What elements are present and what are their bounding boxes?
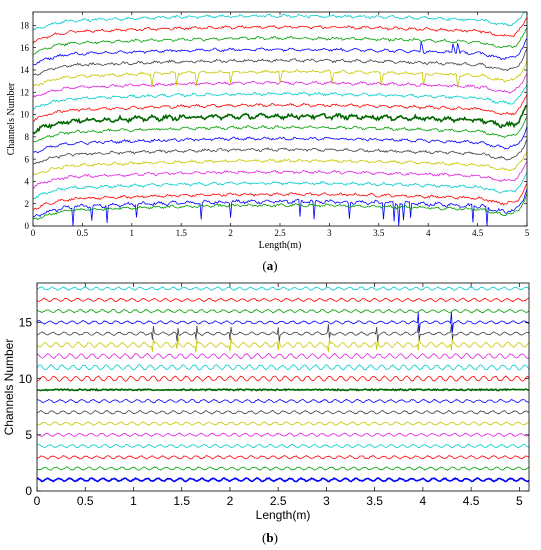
panel-a-y-axis-label: Channels Number [6, 82, 17, 155]
channel-trace [32, 116, 528, 143]
panel-a-caption: (a) [262, 258, 277, 273]
panel-a-traces [32, 11, 528, 227]
y-tick-label: 10 [20, 110, 30, 120]
x-tick-label: 1 [130, 228, 135, 238]
x-tick-label: 0 [34, 494, 41, 508]
x-tick-label: 1.5 [173, 494, 190, 508]
panel-a-caption-close: ) [273, 258, 277, 273]
channel-trace [32, 193, 528, 221]
channel-trace [32, 94, 528, 122]
channel-trace [32, 84, 528, 110]
x-tick-label: 2.5 [270, 494, 287, 508]
channel-trace [36, 336, 530, 353]
y-tick-label: 0 [25, 221, 30, 231]
channel-trace [32, 59, 528, 88]
channel-trace [37, 375, 530, 382]
channel-trace [32, 161, 528, 189]
x-tick-label: 4 [420, 494, 427, 508]
x-tick-label: 0.5 [77, 228, 89, 238]
panel-a-chart: 0 0.5 1 1.5 2 2.5 3 3.5 4 4.5 5 0 2 4 6 8 10 12 14 16 18 Le… [6, 11, 530, 273]
panel-b-x-ticks: 0 0.5 1 1.5 2 2.5 3 3.5 4 4.5 5 [34, 283, 523, 508]
panel-a-y-ticks: 0 2 4 6 8 10 12 14 16 18 [20, 21, 527, 231]
x-tick-label: 0 [31, 228, 36, 238]
channel-trace [32, 183, 528, 210]
panel-b-caption-open: ( [262, 530, 266, 545]
channel-trace [32, 126, 528, 154]
panel-a-x-ticks: 0 0.5 1 1.5 2 2.5 3 3.5 4 4.5 5 [31, 12, 530, 238]
y-tick-label: 12 [20, 87, 29, 97]
channel-trace [32, 189, 528, 227]
panel-b-traces [36, 286, 530, 483]
y-tick-label: 8 [25, 132, 30, 142]
x-tick-label: 4.5 [472, 228, 484, 238]
channel-trace [32, 48, 528, 76]
channel-trace [36, 432, 530, 438]
panel-b-x-axis-label: Length(m) [256, 508, 311, 522]
channel-trace [36, 409, 530, 415]
channel-trace [36, 454, 530, 460]
channel-trace [36, 297, 530, 303]
channel-trace [32, 38, 528, 66]
channel-trace [32, 17, 528, 44]
channel-trace [32, 27, 528, 55]
panel-b-caption: (b) [262, 530, 278, 545]
channel-trace [32, 73, 528, 98]
channel-trace [36, 286, 530, 291]
channel-trace [36, 364, 530, 371]
x-tick-label: 3.5 [366, 494, 383, 508]
channel-trace [37, 324, 530, 342]
panel-a-caption-letter: a [267, 258, 274, 273]
y-tick-label: 10 [19, 372, 33, 386]
y-tick-label: 0 [25, 484, 32, 498]
channel-trace [37, 466, 530, 471]
y-tick-label: 4 [25, 177, 30, 187]
x-tick-label: 3 [323, 494, 330, 508]
panel-b-caption-letter: b [266, 530, 273, 545]
x-tick-label: 1 [130, 494, 137, 508]
channel-trace [32, 11, 527, 31]
panel-b-chart: 0 0.5 1 1.5 2 2.5 3 3.5 4 4.5 5 0 5 10 15 Length(m) C… [2, 282, 530, 545]
channel-trace [36, 352, 530, 360]
channel-trace [32, 105, 528, 135]
y-tick-label: 2 [25, 199, 30, 209]
x-tick-label: 2.5 [274, 228, 286, 238]
x-tick-label: 4.5 [463, 494, 480, 508]
y-tick-label: 5 [25, 428, 32, 442]
channel-trace [36, 443, 530, 449]
x-tick-label: 3.5 [373, 228, 385, 238]
channel-trace [36, 311, 530, 333]
channel-trace [37, 387, 530, 392]
x-tick-label: 5 [516, 494, 523, 508]
channel-trace [32, 151, 528, 176]
panel-a-caption-open: ( [262, 258, 266, 273]
channel-trace [36, 398, 530, 404]
channel-trace [36, 308, 530, 314]
x-tick-label: 0.5 [77, 494, 94, 508]
y-tick-label: 15 [19, 316, 33, 330]
y-tick-label: 16 [20, 43, 30, 53]
x-tick-label: 1.5 [176, 228, 188, 238]
panel-a-x-axis-label: Length(m) [259, 240, 302, 251]
channel-trace [32, 139, 528, 165]
panel-b-y-ticks: 0 5 10 15 [19, 316, 529, 498]
y-tick-label: 18 [20, 21, 30, 31]
channel-trace [36, 476, 530, 483]
channel-trace [32, 171, 528, 200]
x-tick-label: 2 [227, 494, 234, 508]
panel-b-caption-close: ) [274, 530, 278, 545]
panel-b-plot-frame [36, 282, 530, 492]
y-tick-label: 6 [25, 154, 30, 164]
y-tick-label: 14 [20, 65, 30, 75]
x-tick-label: 5 [525, 228, 530, 238]
x-tick-label: 3 [327, 228, 332, 238]
channel-trace [36, 421, 530, 426]
panel-b-y-axis-label: Channels Number [2, 339, 16, 436]
x-tick-label: 2 [228, 228, 233, 238]
x-tick-label: 4 [426, 228, 431, 238]
